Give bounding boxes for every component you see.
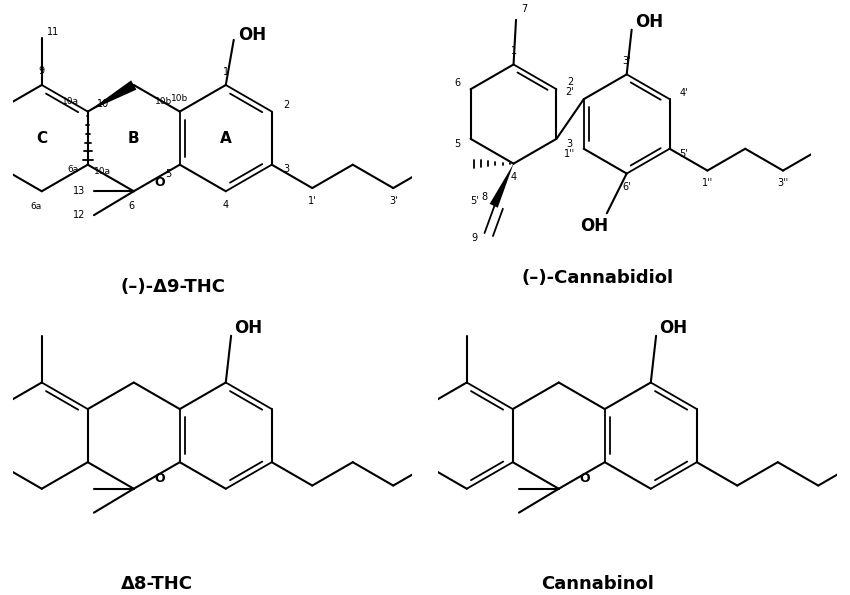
Text: Cannabinol: Cannabinol (541, 575, 654, 593)
Text: 1'': 1'' (564, 149, 575, 159)
Text: 2: 2 (567, 77, 574, 87)
Text: 12: 12 (73, 210, 85, 220)
Text: 3': 3' (622, 56, 631, 66)
Text: 9: 9 (39, 65, 45, 76)
Polygon shape (88, 80, 136, 112)
Text: 1: 1 (511, 46, 517, 56)
Text: OH: OH (234, 320, 262, 337)
Text: Δ8-THC: Δ8-THC (121, 575, 193, 593)
Text: 6': 6' (622, 182, 631, 192)
Text: 1'': 1'' (702, 178, 713, 188)
Text: O: O (579, 472, 590, 484)
Text: OH: OH (581, 217, 609, 234)
Text: 3: 3 (567, 139, 573, 149)
Text: 10a: 10a (62, 98, 79, 107)
Text: 1: 1 (223, 67, 229, 77)
Text: 4': 4' (679, 88, 688, 98)
Text: C: C (37, 131, 48, 146)
Text: 1': 1' (308, 196, 316, 206)
Text: 10b: 10b (156, 98, 173, 107)
Text: 5': 5' (470, 196, 479, 206)
Text: 9: 9 (472, 233, 478, 243)
Text: 6: 6 (128, 201, 134, 211)
Text: 10: 10 (97, 99, 109, 109)
Text: 10b: 10b (171, 94, 189, 103)
Text: 6a: 6a (31, 202, 42, 211)
Text: (–)-Δ9-THC: (–)-Δ9-THC (120, 278, 225, 296)
Text: A: A (220, 131, 232, 146)
Text: 5: 5 (454, 139, 461, 149)
Text: O: O (154, 472, 165, 484)
Text: 6: 6 (454, 79, 461, 88)
Text: B: B (128, 131, 139, 146)
Text: (–)-Cannabidiol: (–)-Cannabidiol (522, 269, 674, 287)
Text: 4: 4 (511, 172, 517, 182)
Text: 3': 3' (389, 196, 398, 206)
Text: 13: 13 (73, 186, 85, 196)
Text: 6a: 6a (67, 165, 78, 174)
Text: 2: 2 (284, 100, 290, 110)
Text: OH: OH (635, 13, 663, 32)
Text: 3: 3 (284, 164, 290, 174)
Text: OH: OH (238, 26, 266, 43)
Text: 10a: 10a (94, 167, 111, 176)
Text: 5: 5 (165, 169, 171, 179)
Text: 5': 5' (679, 149, 688, 159)
Text: 2': 2' (565, 87, 575, 97)
Text: 11: 11 (48, 27, 60, 37)
Polygon shape (490, 164, 513, 208)
Text: 3'': 3'' (778, 178, 789, 188)
Text: 4: 4 (223, 199, 229, 209)
Text: 7: 7 (521, 4, 528, 14)
Text: O: O (154, 176, 165, 189)
Text: OH: OH (659, 320, 687, 337)
Text: 8: 8 (482, 192, 488, 202)
